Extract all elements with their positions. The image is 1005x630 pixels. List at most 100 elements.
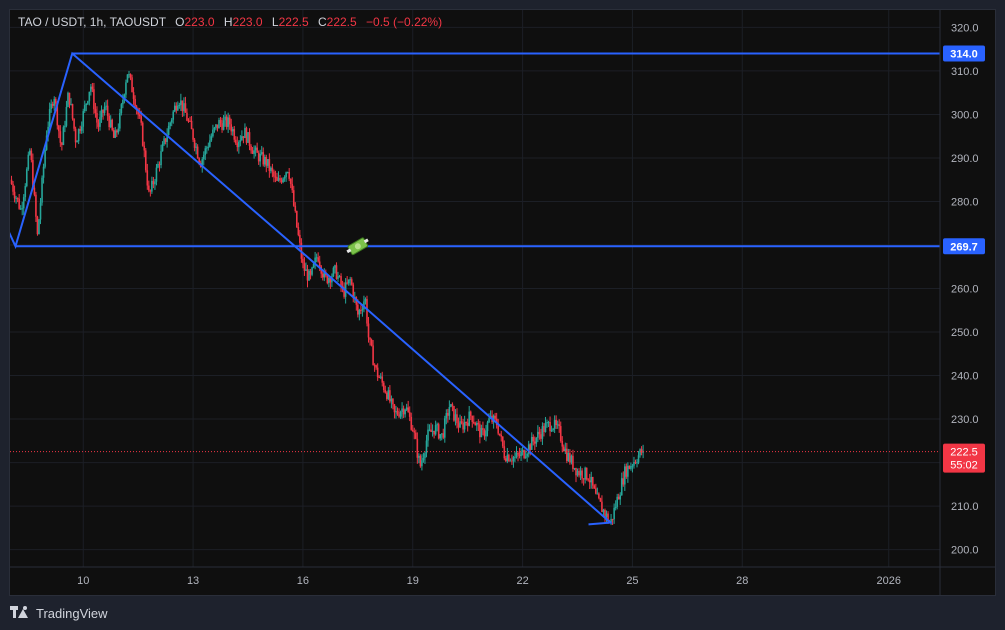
candle-body (337, 276, 339, 279)
candle-body (605, 513, 608, 517)
candle-body (68, 92, 71, 105)
candle-body (59, 131, 62, 143)
candle-body (62, 127, 65, 145)
candle-body (544, 423, 547, 432)
candle-body (451, 404, 454, 406)
candle-body (379, 376, 382, 378)
candle-body (485, 431, 487, 437)
tradingview-logo-icon (10, 606, 30, 620)
candle-body (582, 478, 585, 480)
candle-body (294, 205, 297, 211)
candle-body (178, 104, 181, 106)
candle-body (280, 180, 283, 183)
candle-body (175, 105, 178, 111)
candle-body (105, 105, 107, 107)
candle-body (230, 124, 233, 132)
candle-body (238, 141, 240, 148)
candle-body (607, 513, 609, 522)
money-icon (346, 237, 369, 256)
candle-body (76, 141, 78, 143)
candle-body (627, 465, 629, 477)
symbol-title[interactable]: TAO / USDT, 1h, TAOUSDT (18, 15, 166, 29)
candle-body (619, 495, 622, 500)
candle-body (91, 86, 94, 90)
candle-body (161, 144, 164, 152)
candle-body (328, 278, 330, 284)
candle-body (222, 120, 225, 130)
time-tick-label: 16 (297, 575, 309, 587)
candle-body (270, 167, 272, 171)
candle-body (225, 116, 228, 127)
candle-body (540, 434, 542, 439)
candle-body (347, 279, 350, 284)
candle-body (47, 126, 49, 136)
candle-body (160, 151, 162, 166)
candle-body (286, 172, 289, 174)
candle-body (405, 407, 408, 410)
candle-body (595, 488, 597, 494)
candle-body (500, 435, 503, 437)
candle-body (386, 392, 388, 399)
candle-body (302, 258, 304, 264)
candle-body (395, 410, 397, 413)
candle-body (413, 431, 416, 433)
candles (10, 70, 644, 526)
candle-body (228, 117, 231, 125)
candle-body (274, 176, 277, 178)
candle-body (350, 279, 353, 285)
candle-body (457, 423, 460, 428)
candle-body (65, 106, 68, 126)
close-value: 222.5 (326, 15, 357, 29)
candle-body (538, 431, 541, 435)
candle-body (256, 147, 258, 153)
candle-body (535, 437, 538, 444)
candle-body (74, 128, 77, 143)
price-chart[interactable]: 200.0210.0220.0230.0240.0250.0260.0270.0… (10, 10, 995, 595)
candle-body (248, 132, 251, 146)
candle-body (460, 421, 463, 423)
candle-body (126, 74, 129, 83)
candle-body (242, 136, 245, 139)
candle-body (515, 452, 518, 457)
candle-body (247, 132, 249, 143)
price-tick-label: 200.0 (951, 545, 979, 557)
chart-panel[interactable]: 200.0210.0220.0230.0240.0250.0260.0270.0… (9, 9, 996, 596)
price-tick-label: 210.0 (951, 501, 979, 513)
candle-body (463, 421, 466, 430)
candle-body (427, 429, 429, 441)
candle-body (506, 454, 509, 462)
candle-body (146, 170, 149, 186)
candle-body (584, 467, 586, 480)
candle-body (311, 267, 313, 275)
high-value: 223.0 (232, 15, 263, 29)
candle-body (94, 109, 97, 114)
candle-body (244, 127, 246, 139)
candle-body (70, 104, 72, 106)
candle-body (376, 367, 379, 378)
candle-body (201, 159, 204, 167)
candle-body (529, 444, 532, 450)
candle-body (56, 103, 59, 126)
candle-body (521, 450, 524, 452)
candle-body (169, 122, 171, 126)
candle-body (267, 159, 269, 166)
candle-body (132, 92, 135, 99)
candle-body (120, 104, 123, 114)
candle-body (477, 423, 480, 425)
candle-body (590, 476, 593, 483)
candle-body (546, 422, 548, 424)
candle-body (96, 113, 98, 123)
candle-body (164, 138, 167, 142)
footer-brand[interactable]: TradingView (10, 603, 108, 623)
candle-body (58, 125, 60, 132)
candle-body (474, 423, 477, 426)
candle-body (408, 412, 411, 417)
candle-body (617, 496, 620, 500)
candle-body (73, 118, 75, 129)
low-label: L (271, 15, 279, 29)
candle-body (361, 309, 364, 311)
candle-body (640, 449, 643, 453)
candle-body (85, 103, 88, 106)
candle-body (83, 105, 86, 112)
candle-body (108, 115, 110, 128)
